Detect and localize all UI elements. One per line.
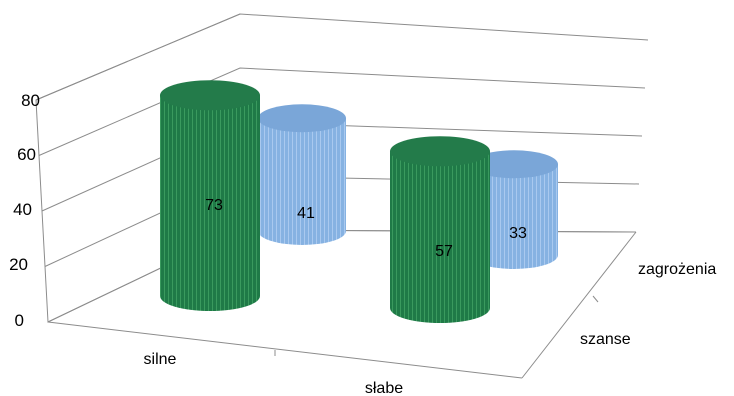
y-tick-80: 80: [21, 91, 40, 110]
bar-top: [470, 150, 558, 179]
floor-right-edge: [521, 231, 637, 379]
bar-szanse-słabe: 57: [390, 136, 490, 323]
gridline-60: [38, 67, 646, 156]
category-label-silne: silne: [144, 351, 177, 368]
bar-body: [470, 164, 558, 269]
y-tick-60: 60: [17, 145, 36, 164]
bars: 41 33 73 57: [160, 80, 558, 323]
series-label-zagrozenia: zagrożenia: [638, 261, 716, 278]
bar-body: [390, 151, 490, 323]
bar-top: [390, 136, 490, 167]
bar-zagrożenia-słabe: 33: [470, 150, 558, 269]
data-label: 41: [297, 205, 315, 222]
bar-top: [258, 104, 346, 133]
category-label-slabe: słabe: [365, 380, 403, 396]
data-label: 33: [509, 225, 527, 242]
series-label-szanse: szanse: [580, 331, 631, 348]
y-tick-0: 0: [15, 311, 24, 330]
bar-body: [160, 95, 260, 311]
bar-top: [160, 80, 260, 111]
left-wall: [35, 13, 241, 323]
data-label: 57: [435, 243, 453, 260]
y-axis-ticks: 0 20 40 60 80: [9, 91, 40, 330]
y-tick-20: 20: [9, 255, 28, 274]
data-label: 73: [205, 197, 223, 214]
bar-zagrożenia-silne: 41: [258, 104, 346, 245]
depth-tick-1: [592, 295, 599, 303]
gridline-80: [35, 13, 649, 101]
bar-szanse-silne: 73: [160, 80, 260, 311]
floor-front-edge: [47, 321, 523, 379]
bar-body: [258, 118, 346, 245]
y-tick-40: 40: [13, 200, 32, 219]
